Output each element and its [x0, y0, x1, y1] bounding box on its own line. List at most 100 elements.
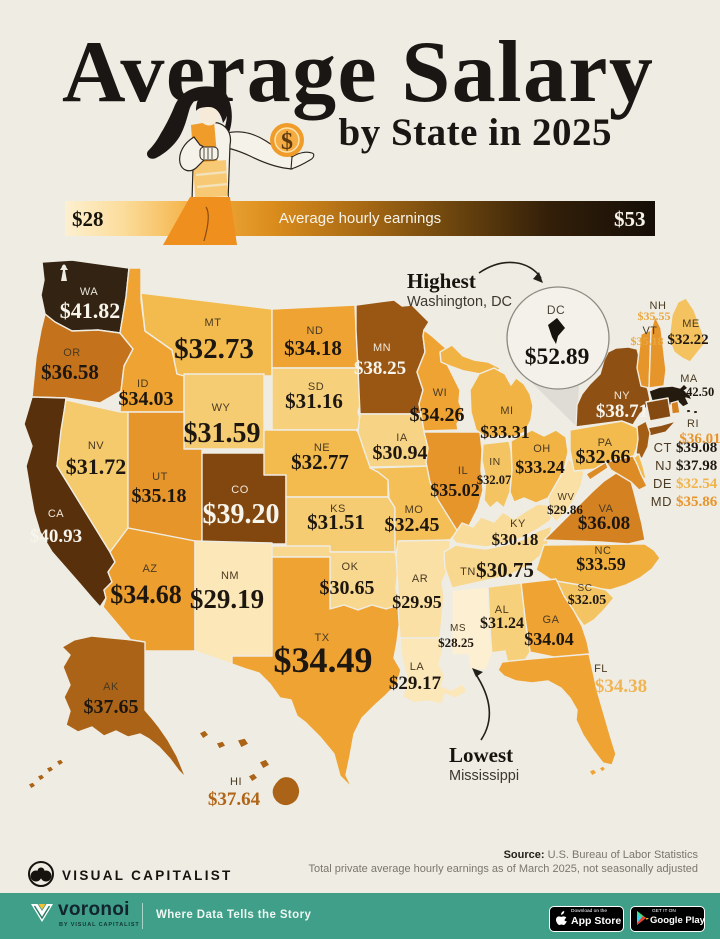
svg-text:AK: AK: [103, 681, 119, 693]
svg-text:$36.08: $36.08: [578, 513, 630, 534]
svg-text:$36.58: $36.58: [41, 360, 99, 384]
svg-text:WV: WV: [557, 492, 574, 503]
svg-text:$28.25: $28.25: [438, 635, 474, 650]
svg-text:$41.82: $41.82: [60, 298, 121, 323]
svg-text:VA: VA: [599, 503, 614, 515]
svg-text:MO: MO: [405, 504, 424, 516]
svg-text:AL: AL: [495, 604, 509, 616]
svg-text:$: $: [281, 129, 293, 155]
svg-text:VT: VT: [642, 325, 657, 337]
svg-text:OH: OH: [533, 443, 551, 455]
svg-text:$36.01: $36.01: [679, 431, 720, 447]
svg-text:$31.72: $31.72: [66, 454, 127, 479]
svg-text:DC: DC: [547, 303, 565, 317]
svg-text:CO: CO: [231, 484, 249, 496]
svg-text:$34.04: $34.04: [524, 629, 574, 649]
svg-text:$35.86: $35.86: [676, 494, 718, 510]
svg-text:KS: KS: [330, 503, 346, 515]
svg-text:$35.18: $35.18: [631, 334, 664, 348]
svg-text:$35.18: $35.18: [132, 485, 187, 507]
svg-text:ME: ME: [682, 318, 700, 330]
svg-text:MN: MN: [373, 342, 391, 354]
svg-text:$30.65: $30.65: [320, 577, 375, 599]
svg-text:WA: WA: [80, 286, 98, 298]
svg-text:$42.50: $42.50: [680, 385, 714, 399]
svg-text:HI: HI: [230, 776, 242, 788]
svg-text:$34.49: $34.49: [274, 640, 373, 680]
svg-text:$33.59: $33.59: [576, 554, 626, 574]
svg-text:$29.17: $29.17: [389, 673, 442, 694]
svg-text:$31.24: $31.24: [480, 615, 524, 632]
svg-text:$32.22: $32.22: [667, 332, 708, 348]
svg-text:$30.18: $30.18: [492, 530, 539, 549]
svg-text:WI: WI: [433, 387, 447, 399]
svg-text:IA: IA: [396, 432, 408, 444]
svg-text:$34.68: $34.68: [110, 580, 182, 609]
svg-text:OK: OK: [342, 561, 359, 573]
svg-text:SD: SD: [308, 381, 324, 393]
svg-text:NJ: NJ: [655, 458, 672, 473]
svg-text:TN: TN: [460, 566, 476, 578]
svg-text:MT: MT: [205, 317, 222, 329]
svg-text:$29.86: $29.86: [547, 502, 583, 517]
svg-text:SC: SC: [578, 583, 593, 594]
svg-text:$31.51: $31.51: [307, 510, 365, 534]
svg-text:$30.75: $30.75: [476, 558, 534, 582]
svg-text:DE: DE: [653, 476, 672, 491]
svg-text:$31.16: $31.16: [285, 389, 343, 413]
svg-text:$37.64: $37.64: [208, 789, 261, 810]
svg-text:$32.54: $32.54: [676, 476, 718, 492]
svg-text:MS: MS: [450, 623, 466, 634]
svg-text:$35.02: $35.02: [430, 480, 480, 500]
svg-text:$52.89: $52.89: [525, 344, 590, 370]
svg-text:NV: NV: [88, 440, 104, 452]
svg-text:FL: FL: [594, 663, 608, 675]
svg-text:$32.77: $32.77: [291, 450, 349, 474]
svg-text:$38.25: $38.25: [354, 358, 406, 379]
svg-text:$37.98: $37.98: [676, 458, 717, 474]
svg-text:MA: MA: [680, 373, 698, 385]
svg-text:$34.38: $34.38: [595, 676, 647, 697]
svg-text:NE: NE: [314, 442, 330, 454]
svg-text:Highest: Highest: [407, 269, 476, 293]
svg-text:Mississippi: Mississippi: [449, 768, 519, 784]
svg-text:AR: AR: [412, 573, 428, 585]
svg-text:$32.45: $32.45: [385, 514, 440, 536]
svg-text:IN: IN: [489, 456, 501, 468]
svg-text:$32.07: $32.07: [477, 473, 511, 487]
svg-text:$32.73: $32.73: [174, 333, 254, 365]
svg-text:NY: NY: [614, 390, 630, 402]
svg-text:Lowest: Lowest: [449, 743, 513, 767]
svg-text:$39.20: $39.20: [203, 499, 280, 530]
svg-text:$33.24: $33.24: [515, 457, 565, 477]
svg-text:$35.55: $35.55: [638, 309, 671, 323]
svg-text:NH: NH: [650, 300, 667, 312]
svg-text:OR: OR: [63, 347, 81, 359]
svg-text:NM: NM: [221, 570, 239, 582]
svg-text:MD: MD: [651, 494, 672, 509]
svg-text:GA: GA: [543, 614, 560, 626]
svg-text:$32.66: $32.66: [576, 446, 631, 468]
svg-text:LA: LA: [410, 661, 425, 673]
svg-text:$38.71: $38.71: [596, 401, 648, 422]
svg-text:$34.26: $34.26: [410, 404, 465, 426]
svg-text:NC: NC: [595, 545, 612, 557]
svg-text:IL: IL: [458, 465, 468, 477]
svg-text:$33.31: $33.31: [480, 422, 530, 442]
svg-text:UT: UT: [152, 471, 168, 483]
svg-text:TX: TX: [314, 632, 329, 644]
svg-text:CA: CA: [48, 508, 64, 520]
svg-text:PA: PA: [598, 437, 613, 449]
svg-text:$29.95: $29.95: [392, 592, 442, 612]
svg-text:ID: ID: [137, 378, 149, 390]
svg-text:Washington, DC: Washington, DC: [407, 294, 512, 310]
svg-text:$40.93: $40.93: [30, 526, 82, 547]
svg-text:$31.59: $31.59: [184, 418, 261, 449]
svg-text:AZ: AZ: [142, 563, 157, 575]
svg-text:RI: RI: [687, 418, 699, 430]
svg-text:$29.19: $29.19: [190, 584, 264, 614]
svg-text:MI: MI: [500, 405, 513, 417]
svg-text:KY: KY: [510, 518, 526, 530]
svg-text:$32.05: $32.05: [568, 593, 607, 608]
svg-text:ND: ND: [307, 325, 324, 337]
